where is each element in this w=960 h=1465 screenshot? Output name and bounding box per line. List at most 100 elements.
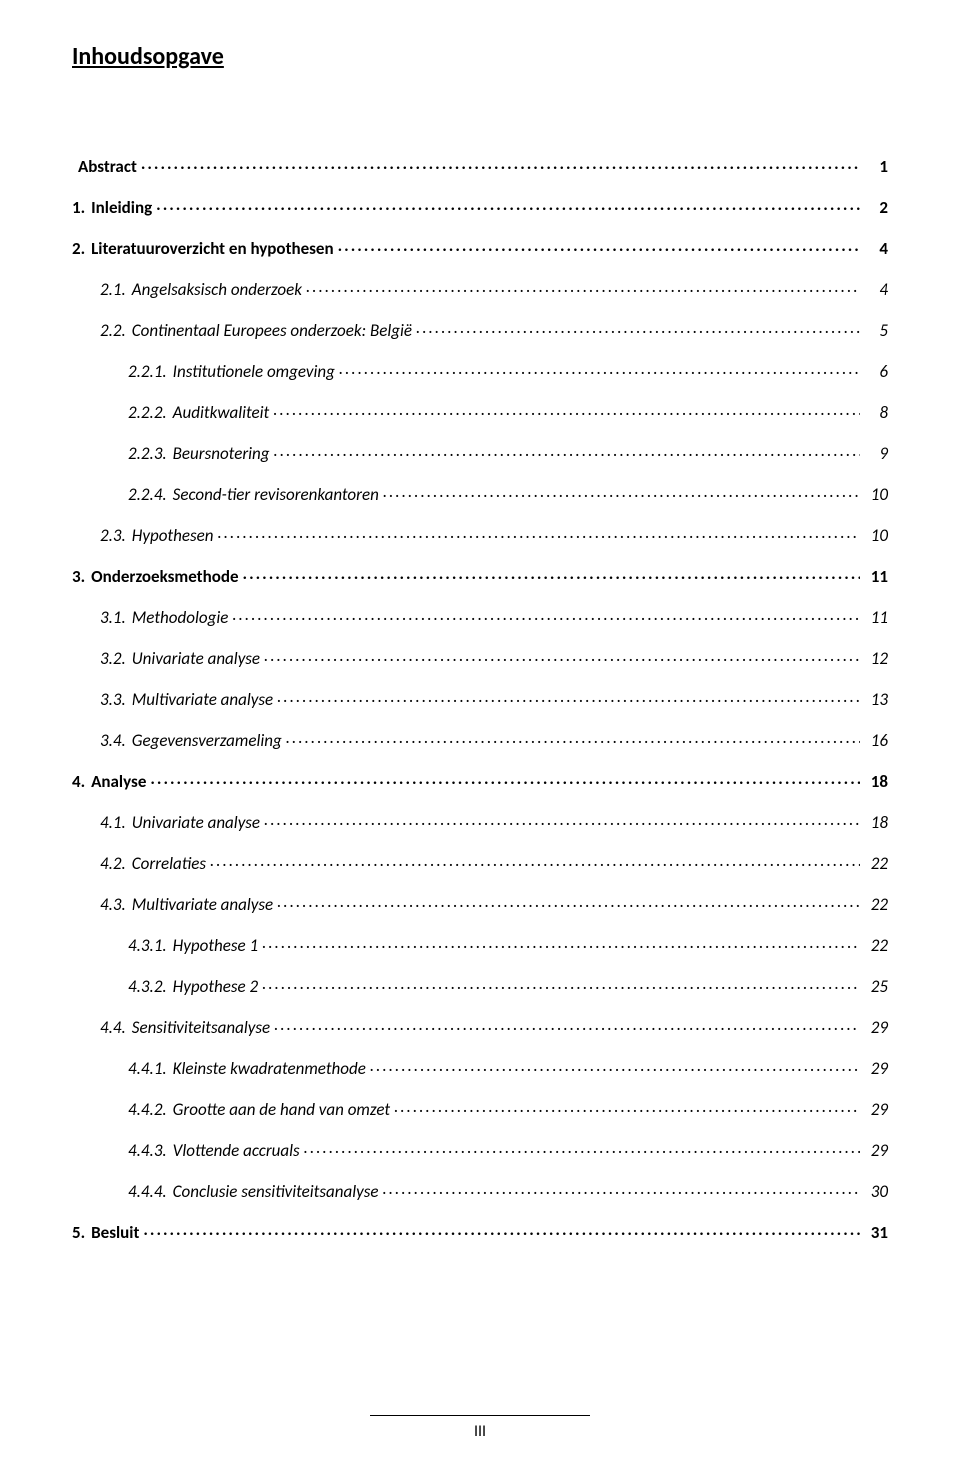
toc-entry[interactable]: 2.2. Continentaal Europees onderzoek: Bel… [72,319,888,339]
toc-leader-dots [143,1221,860,1238]
toc-entry[interactable]: 2.2.2. Auditkwaliteit 8 [72,401,888,421]
toc-entry-label: Univariate analyse [132,650,260,667]
toc-entry-number: 3.2. [100,650,126,667]
toc-entry-page: 22 [864,855,888,872]
toc-entry-number: 2.2.3. [128,445,167,462]
toc-entry-label: Second-tier revisorenkantoren [173,486,379,503]
toc-entry-page: 11 [864,609,888,626]
toc-entry[interactable]: 4.1.Univariate analyse18 [72,811,888,831]
toc-entry[interactable]: Abstract1 [72,155,888,175]
page-title: Inhoudsopgave [72,42,888,71]
toc-entry[interactable]: 4.4.3. Vlottende accruals 29 [72,1139,888,1159]
toc-entry-label: Methodologie [132,609,229,626]
toc-entry[interactable]: 2.2.3.Beursnotering9 [72,442,888,462]
toc-leader-dots [339,360,860,377]
toc-entry-page: 22 [864,896,888,913]
toc-entry-label: Multivariate analyse [132,691,273,708]
toc-entry-label: Hypothese 1 [173,937,258,954]
toc-entry-page: 31 [864,1224,888,1241]
toc-entry[interactable]: 2.2.1.Institutionele omgeving6 [72,360,888,380]
toc-entry-number: 4.2. [100,855,126,872]
toc-entry-label: Conclusie sensitiviteitsanalyse [173,1183,379,1200]
toc-leader-dots [274,442,860,459]
toc-entry[interactable]: 2.3.Hypothesen10 [72,524,888,544]
toc-entry[interactable]: 2.1.Angelsaksisch onderzoek4 [72,278,888,298]
toc-entry[interactable]: 4.3.1. Hypothese 1 22 [72,934,888,954]
toc-leader-dots [210,852,860,869]
toc-entry-number: 2.2.4. [128,486,167,503]
toc-entry-page: 18 [864,814,888,831]
toc-entry[interactable]: 4.2. Correlaties 22 [72,852,888,872]
toc-leader-dots [243,565,860,582]
toc-entry-number: 2.2. [100,322,126,339]
toc-entry-number: 4.4.3. [128,1142,167,1159]
toc-entry[interactable]: 4.4.2.Grootte aan de hand van omzet29 [72,1098,888,1118]
toc-entry-label: Hypothese 2 [173,978,258,995]
toc-entry-page: 29 [864,1142,888,1159]
toc-entry[interactable]: 2.Literatuuroverzicht en hypothesen4 [72,237,888,257]
toc-entry-label: Hypothesen [132,527,214,544]
toc-leader-dots [370,1057,860,1074]
toc-leader-dots [141,155,860,172]
toc-leader-dots [273,401,860,418]
toc-entry-number: 4. [72,773,85,790]
toc-entry[interactable]: 4.3.2.Hypothese 225 [72,975,888,995]
toc-entry-page: 10 [864,486,888,503]
toc-entry[interactable]: 4.4.Sensitiviteitsanalyse29 [72,1016,888,1036]
toc-leader-dots [262,975,860,992]
toc-entry-page: 12 [864,650,888,667]
toc-entry[interactable]: 4.4.4.Conclusie sensitiviteitsanalyse30 [72,1180,888,1200]
toc-entry-number: 4.4.1. [128,1060,167,1077]
toc-entry[interactable]: 3.3. Multivariate analyse 13 [72,688,888,708]
page-number: III [72,1422,888,1441]
table-of-contents: Abstract1 1. Inleiding 2 2.Literatuuroverzic… [72,155,888,1375]
toc-entry-page: 5 [864,322,888,339]
toc-entry-page: 2 [864,199,888,216]
toc-leader-dots [264,647,860,664]
toc-entry[interactable]: 3.2. Univariate analyse 12 [72,647,888,667]
toc-entry-page: 11 [864,568,888,585]
toc-leader-dots [150,770,860,787]
toc-leader-dots [156,196,860,213]
toc-entry[interactable]: 4.4.1.Kleinste kwadratenmethode29 [72,1057,888,1077]
toc-entry-label: Vlottende accruals [173,1142,300,1159]
toc-entry-label: Correlaties [132,855,206,872]
toc-entry[interactable]: 5. Besluit 31 [72,1221,888,1241]
toc-entry-number: 3. [72,568,85,585]
toc-entry-number: 1. [72,199,85,216]
toc-entry-number: 4.4. [100,1019,126,1036]
toc-entry-number: 2.3. [100,527,126,544]
toc-entry-label: Inleiding [91,199,152,216]
toc-entry-label: Besluit [91,1224,139,1241]
toc-leader-dots [277,688,860,705]
toc-entry-page: 13 [864,691,888,708]
toc-entry[interactable]: 3.4.Gegevensverzameling16 [72,729,888,749]
toc-entry-label: Institutionele omgeving [173,363,335,380]
toc-entry-label: Auditkwaliteit [173,404,270,421]
toc-entry-label: Onderzoeksmethode [91,568,238,585]
toc-entry-number: 2.2.2. [128,404,167,421]
toc-entry[interactable]: 1. Inleiding 2 [72,196,888,216]
toc-entry-label: Continentaal Europees onderzoek: België [132,322,412,339]
toc-entry-number: 4.3.2. [128,978,167,995]
toc-entry-page: 29 [864,1101,888,1118]
toc-entry-number: 3.3. [100,691,126,708]
toc-leader-dots [306,278,860,295]
toc-entry-page: 4 [864,240,888,257]
toc-entry-page: 8 [864,404,888,421]
toc-entry[interactable]: 2.2.4. Second-tier revisorenkantoren 10 [72,483,888,503]
toc-entry-number: 4.4.4. [128,1183,167,1200]
toc-leader-dots [382,1180,860,1197]
toc-entry[interactable]: 4.3.Multivariate analyse22 [72,893,888,913]
toc-entry-number: 5. [72,1224,85,1241]
toc-entry-label: Gegevensverzameling [132,732,282,749]
toc-entry[interactable]: 3.1.Methodologie11 [72,606,888,626]
toc-entry-label: Grootte aan de hand van omzet [173,1101,390,1118]
toc-entry[interactable]: 4.Analyse18 [72,770,888,790]
toc-entry-page: 22 [864,937,888,954]
toc-entry-label: Abstract [78,158,137,175]
toc-leader-dots [217,524,860,541]
toc-entry-number: 4.3.1. [128,937,167,954]
toc-entry-label: Kleinste kwadratenmethode [173,1060,366,1077]
toc-entry[interactable]: 3. Onderzoeksmethode 11 [72,565,888,585]
